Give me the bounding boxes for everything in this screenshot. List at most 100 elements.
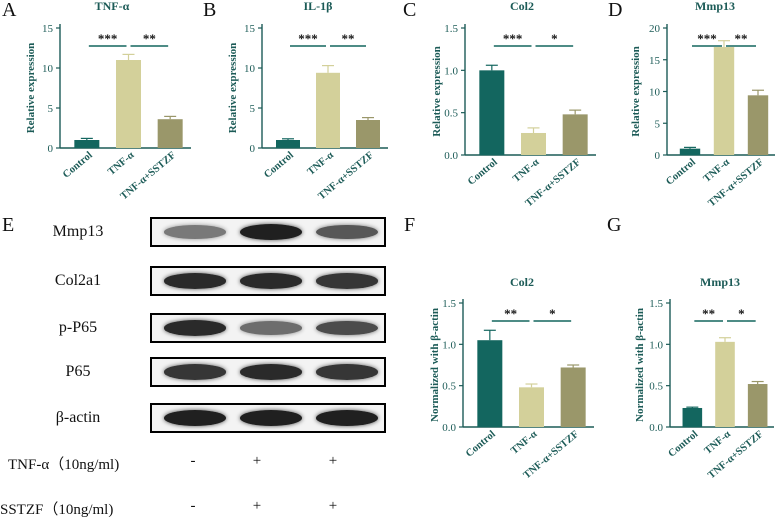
blot-strip — [150, 313, 386, 343]
bar — [679, 148, 701, 155]
significance-label: *** — [298, 31, 318, 46]
y-tick-label: 15 — [42, 23, 54, 35]
chart-title: Mmp13 — [700, 275, 740, 289]
treatment-mark: - — [190, 498, 196, 514]
significance-label: ** — [702, 306, 715, 321]
y-tick-label: 0 — [250, 143, 256, 155]
bar — [479, 70, 505, 155]
blot-row-label: Col2a1 — [54, 272, 102, 289]
bar — [74, 140, 100, 148]
y-tick-label: 0 — [655, 150, 661, 162]
y-tick-label: 1.0 — [444, 65, 458, 77]
significance-label: ** — [504, 306, 517, 321]
significance-label: ** — [735, 31, 748, 46]
blot-band — [316, 320, 378, 336]
bar — [560, 367, 586, 427]
bar — [116, 60, 141, 148]
significance-label: ** — [143, 31, 156, 46]
x-tick-label: TNF-α — [702, 157, 732, 185]
blot-band — [316, 410, 378, 426]
y-tick-label: 10 — [42, 63, 54, 75]
y-axis-label: Relative expression — [227, 43, 239, 134]
y-tick-label: 20 — [649, 23, 661, 35]
significance-label: *** — [697, 31, 717, 46]
blot-strip — [150, 266, 386, 296]
y-tick-label: 5 — [250, 103, 256, 115]
blot-band — [164, 364, 226, 380]
blot-band — [164, 273, 226, 289]
bar — [715, 341, 735, 427]
significance-label: *** — [98, 31, 118, 46]
treatment-mark: + — [252, 453, 262, 469]
blot-row-label: p-P65 — [58, 319, 98, 336]
chart-mmp13: Mmp13 0 5 10 15 20 Relative expression Control T… — [630, 0, 775, 209]
bar — [316, 72, 340, 148]
blot-strip — [150, 403, 386, 433]
blot-row-label: β-actin — [55, 409, 101, 426]
blot-band — [240, 321, 302, 335]
x-tick-label: Control — [466, 157, 500, 188]
y-tick-label: 0.0 — [442, 422, 456, 434]
blot-band — [316, 273, 378, 289]
bar — [157, 119, 183, 148]
y-tick-label: 1.0 — [649, 339, 663, 351]
blot-band — [164, 320, 226, 336]
bar — [747, 95, 769, 155]
chart-il1-beta: IL-1β 0 5 10 15 Relative expression Control TNF… — [227, 0, 388, 202]
y-tick-label: 0.5 — [444, 108, 458, 120]
chart-title: Col2 — [510, 275, 534, 289]
bar — [682, 407, 703, 427]
blot-row-label: P65 — [65, 363, 91, 380]
x-tick-label: TNF-α — [509, 429, 539, 457]
y-tick-label: 0.5 — [649, 381, 663, 393]
chart-title: IL-1β — [304, 0, 333, 13]
y-tick-label: 0 — [48, 143, 54, 155]
blot-row-label: Mmp13 — [52, 223, 104, 240]
bar — [356, 120, 380, 148]
blot-band — [240, 364, 302, 380]
bar — [519, 387, 544, 427]
treatment-mark: + — [328, 453, 338, 469]
y-tick-label: 0.0 — [444, 150, 458, 162]
significance-label: ** — [342, 31, 355, 46]
blot-band — [240, 224, 302, 240]
chart-title: Mmp13 — [695, 0, 735, 13]
y-tick-label: 15 — [649, 55, 661, 67]
y-axis-label: Normalized with β-actin — [634, 308, 646, 422]
x-tick-label: Control — [262, 150, 296, 181]
treatment-mark: - — [190, 453, 196, 469]
blot-band — [240, 273, 302, 289]
chart-title: Col2 — [510, 0, 534, 13]
blot-band — [240, 410, 302, 426]
y-axis-label: Normalized with β-actin — [429, 308, 441, 422]
y-axis-label: Relative expression — [25, 43, 37, 134]
blot-strip — [150, 357, 386, 387]
y-tick-label: 10 — [649, 87, 661, 99]
panel-letter-c: C — [403, 0, 417, 21]
bar — [276, 140, 300, 148]
blot-band — [316, 224, 378, 240]
chart-tnf-alpha: TNF-α 0 5 10 15 Relative expression Control TNF… — [25, 0, 191, 202]
x-tick-label: Control — [664, 157, 698, 188]
treatment-mark: + — [252, 498, 262, 514]
y-tick-label: 5 — [48, 103, 54, 115]
blot-band — [164, 225, 226, 239]
x-tick-label: Control — [667, 429, 701, 460]
bar — [477, 340, 503, 427]
bar — [713, 47, 735, 155]
treatment-label: SSTZF（10ng/ml) — [0, 502, 114, 518]
panel-letter-d: D — [608, 0, 623, 21]
panel-letter-b: B — [203, 0, 217, 21]
y-tick-label: 0.5 — [442, 381, 456, 393]
y-axis-label: Relative expression — [431, 46, 443, 137]
y-tick-label: 10 — [244, 63, 256, 75]
blot-band — [316, 364, 378, 380]
bar — [521, 132, 546, 155]
x-tick-label: TNF-α — [703, 429, 733, 457]
y-tick-label: 1.0 — [442, 339, 456, 351]
y-tick-label: 1.5 — [649, 298, 663, 310]
y-tick-label: 0.0 — [649, 422, 663, 434]
